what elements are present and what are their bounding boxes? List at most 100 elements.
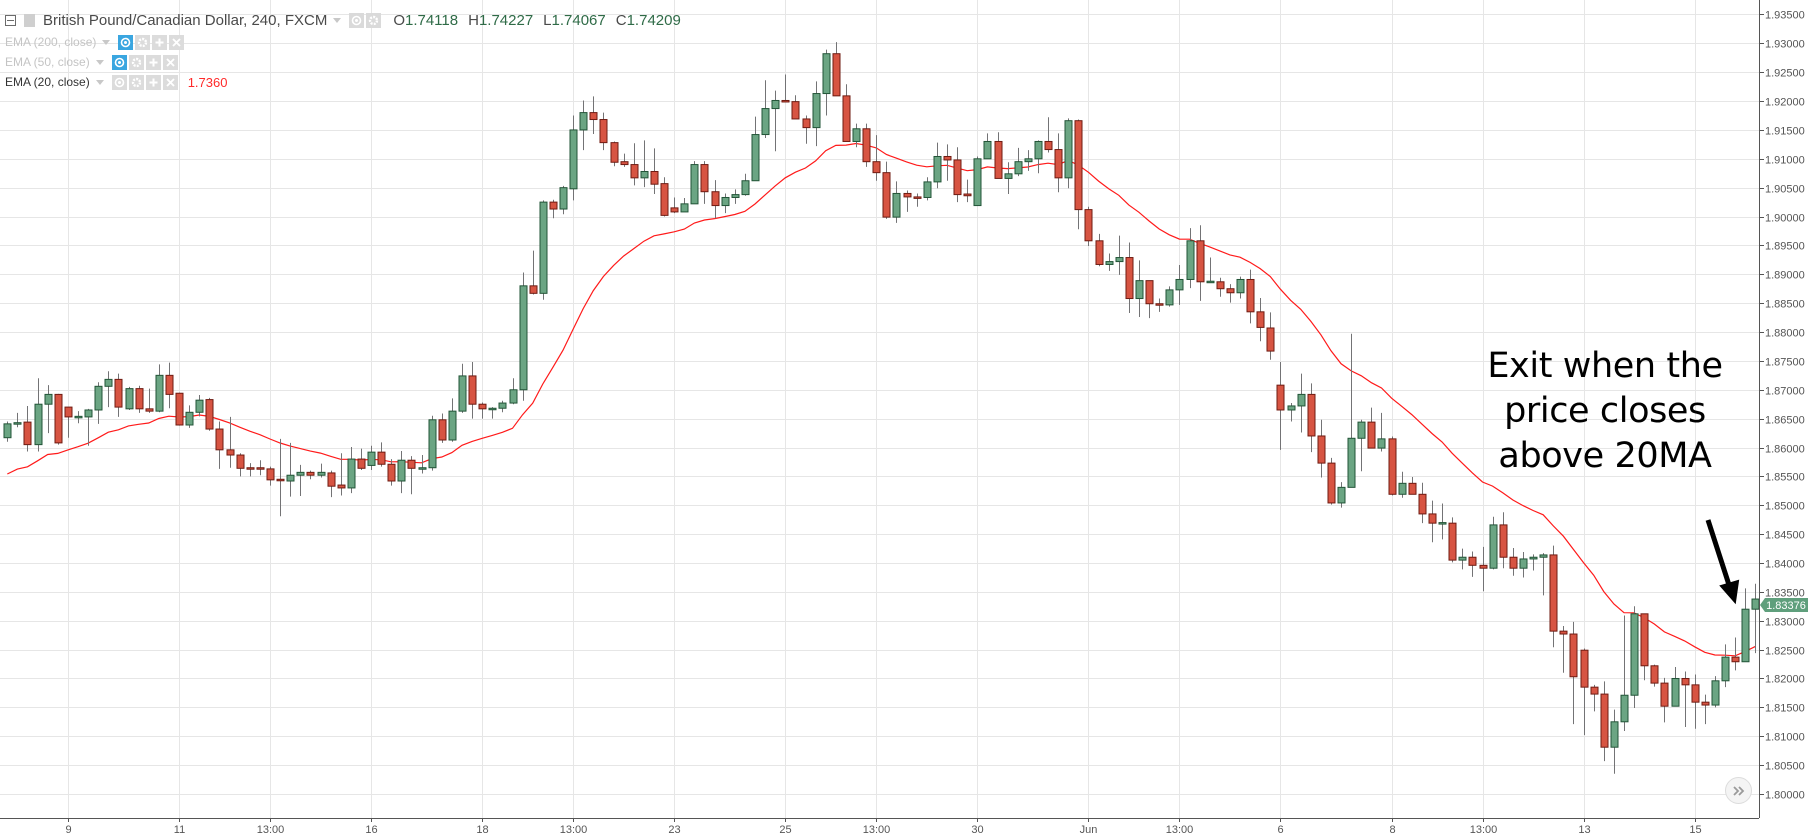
low-label: L [543, 11, 552, 29]
candle-body [1681, 677, 1690, 686]
x-tick-label: 13:00 [560, 824, 588, 836]
plus-icon[interactable] [145, 54, 161, 70]
indicator-ema-20[interactable]: EMA (20, close) 1.7360 [5, 73, 227, 91]
gear-icon[interactable] [128, 54, 144, 70]
indicator-value: 1.7360 [187, 74, 228, 90]
candle-body [620, 161, 629, 166]
indicator-ema-50[interactable]: EMA (50, close) [5, 53, 180, 71]
time-axis[interactable]: 9 11 13:00 16 18 13:00 23 25 13:00 30 Jun 13:00 6 8 13… [0, 818, 1759, 836]
close-icon[interactable] [169, 34, 185, 50]
candle-body [812, 93, 821, 129]
y-tick-label: 1.92500 [1765, 68, 1805, 80]
candle-bearish [1317, 419, 1326, 478]
candle-bearish [205, 397, 214, 431]
indicator-label[interactable]: EMA (200, close) [5, 35, 97, 49]
candle-body [1074, 120, 1083, 211]
collapse-icon[interactable] [5, 14, 16, 26]
candle-body [559, 187, 568, 210]
candle-bearish [1125, 242, 1134, 313]
candle-body [1064, 120, 1073, 179]
eye-icon[interactable] [111, 74, 127, 90]
candle-body [367, 451, 376, 466]
candle-body [1327, 462, 1336, 504]
y-tick-label: 1.81500 [1765, 703, 1805, 715]
candle-body [509, 389, 518, 404]
candle-bullish [125, 386, 134, 410]
last-price-value: 1.83376 [1766, 600, 1806, 612]
candle-body [1701, 701, 1710, 706]
gear-icon[interactable] [135, 34, 151, 50]
eye-icon[interactable] [349, 12, 365, 28]
symbol-title[interactable]: British Pound/Canadian Dollar, 240, FXCM [43, 11, 328, 29]
close-icon[interactable] [162, 74, 178, 90]
candle-body [337, 484, 346, 489]
candle-bullish [286, 442, 295, 497]
y-tick-label: 1.80500 [1765, 761, 1805, 773]
plus-icon[interactable] [145, 74, 161, 90]
indicator-ema-200[interactable]: EMA (200, close) [5, 33, 186, 51]
annotation-line: above 20MA [1498, 436, 1712, 476]
candle-bullish [34, 378, 43, 452]
candle-body [44, 393, 53, 405]
candle-bearish [700, 161, 709, 204]
candle-bearish [54, 393, 63, 445]
chevron-down-icon[interactable] [95, 59, 104, 65]
close-label: C [615, 11, 627, 29]
x-tick-label: 6 [1277, 824, 1283, 836]
candle-bullish [1165, 286, 1174, 307]
gear-icon[interactable] [366, 12, 382, 28]
candle-bearish [1095, 233, 1104, 267]
candle-bullish [1206, 257, 1215, 284]
candle-bearish [1509, 547, 1518, 576]
candle-bearish [791, 95, 800, 120]
candle-bearish [145, 388, 154, 413]
candle-body [1600, 693, 1609, 748]
chevron-down-icon[interactable] [95, 79, 104, 85]
y-tick-label: 1.81000 [1765, 732, 1805, 744]
plus-icon[interactable] [152, 34, 168, 50]
candle-body [468, 375, 477, 405]
candle-bearish [1701, 694, 1710, 725]
price-axis[interactable]: 1.80000 1.80500 1.81000 1.81500 1.82000 1.825… [1759, 0, 1805, 818]
candle-body [1590, 686, 1599, 695]
candle-bullish [1357, 419, 1366, 472]
candle-bearish [327, 470, 336, 498]
candle-body [549, 201, 558, 210]
eye-icon[interactable] [111, 54, 127, 70]
candle-body [569, 129, 578, 190]
candle-bearish [276, 438, 285, 517]
candle-bearish [660, 177, 669, 217]
candle-body [165, 374, 174, 395]
candle-bullish [1529, 554, 1538, 571]
symbol-format-icon[interactable] [24, 13, 35, 27]
candle-bullish [1186, 228, 1195, 289]
chevron-down-icon[interactable] [333, 17, 342, 23]
annotation-line: price closes [1504, 391, 1706, 431]
candle-bullish [509, 378, 518, 405]
candle-body [1468, 556, 1477, 566]
y-tick-label: 1.93500 [1765, 10, 1805, 22]
y-tick-label: 1.89500 [1765, 241, 1805, 253]
indicator-label[interactable]: EMA (20, close) [5, 75, 90, 89]
scroll-to-realtime-button[interactable] [1725, 777, 1752, 804]
candle-body [1287, 405, 1296, 411]
candle-body [771, 99, 780, 110]
candle-body [1226, 288, 1235, 294]
candle-body [1398, 482, 1407, 495]
gear-icon[interactable] [128, 74, 144, 90]
chevron-down-icon[interactable] [102, 39, 111, 45]
candle-bearish [306, 470, 315, 480]
candle-bearish [114, 373, 123, 417]
eye-icon[interactable] [118, 34, 134, 50]
candle-bearish [1256, 297, 1265, 342]
candle-body [1186, 240, 1195, 280]
indicator-label[interactable]: EMA (50, close) [5, 55, 90, 69]
candle-bearish [953, 147, 962, 203]
candle-body [923, 181, 932, 198]
candle-body [145, 408, 154, 412]
candle-bearish [357, 448, 366, 471]
candle-bearish [1428, 500, 1437, 543]
x-tick-label: 25 [779, 824, 791, 836]
close-icon[interactable] [162, 54, 178, 70]
